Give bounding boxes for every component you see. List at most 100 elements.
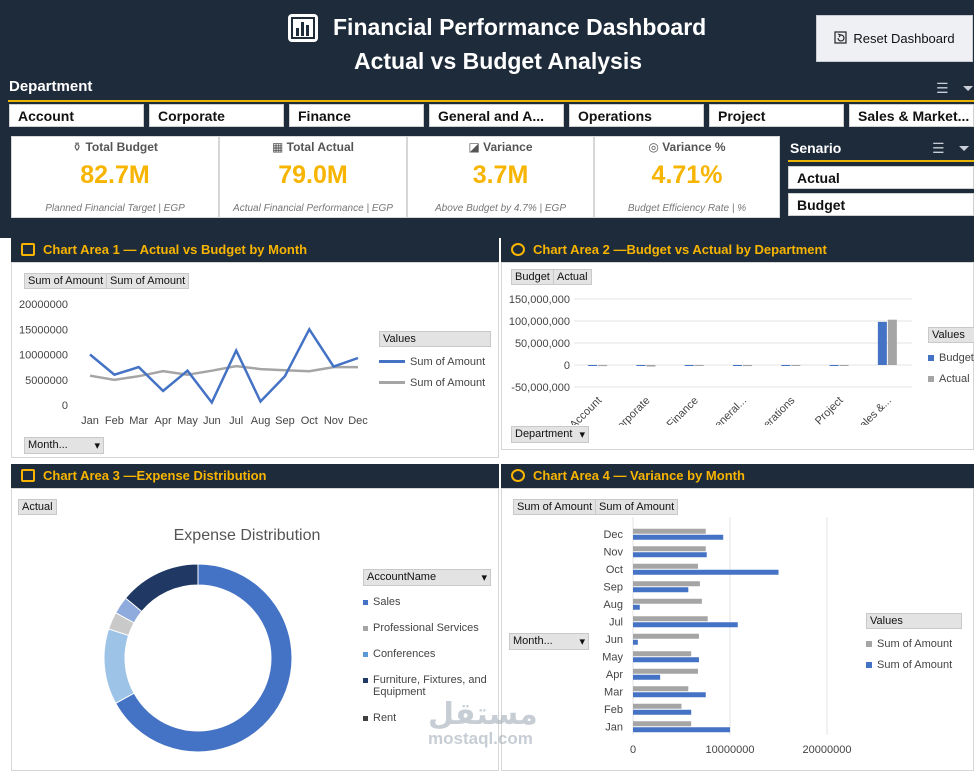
x-tick-label: Sales &... [852, 395, 894, 425]
kpi-total-actual: ▦ Total Actual 79.0M Actual Financial Pe… [219, 136, 407, 218]
reset-dashboard-label: Reset Dashboard [853, 31, 955, 46]
dept-item-project[interactable]: Project [709, 104, 844, 127]
legend-swatch [363, 600, 368, 605]
bar [633, 639, 638, 645]
field-button-sum[interactable]: Sum of Amount [595, 499, 679, 515]
clear-filter-icon[interactable]: ⏷ [962, 80, 974, 96]
account-filter-button[interactable]: AccountName ▾ [363, 569, 491, 586]
legend-label: Rent [373, 712, 397, 724]
month-filter-button[interactable]: Month... ▾ [509, 633, 589, 650]
multi-select-icon[interactable]: ☰ [932, 140, 945, 156]
chart-2-legend: Values Budget Actual [928, 327, 974, 385]
y-tick-label: May [602, 651, 623, 663]
bar [633, 686, 689, 692]
dropdown-arrow-icon: ▾ [481, 572, 487, 584]
y-tick-label: Oct [606, 564, 623, 576]
panel-1-header: Chart Area 1 — Actual vs Budget by Month [11, 238, 499, 262]
dropdown-arrow-icon: ▾ [579, 636, 585, 648]
legend-title: Values [866, 613, 962, 629]
bar [633, 604, 640, 610]
bar [694, 365, 704, 366]
bar [733, 365, 742, 366]
account-filter-label: AccountName [367, 571, 437, 583]
chart-title: Expense Distribution [174, 527, 321, 544]
legend-label: Sales [373, 596, 401, 608]
chart-3-legend: AccountName ▾ Sales Professional Services C… [363, 569, 491, 724]
reset-dashboard-button[interactable]: Reset Dashboard [816, 15, 973, 62]
legend-title: Values [928, 327, 974, 343]
bar [588, 365, 598, 366]
panel-4-header: Chart Area 4 — Variance by Month [501, 464, 974, 488]
month-filter-button[interactable]: Month... ▾ [24, 437, 104, 454]
smile-icon [511, 243, 525, 256]
legend-label: Budget [939, 352, 974, 364]
bar [633, 569, 779, 575]
variance-bar-chart: 0 10000000 20000000 Jan Feb Mar Apr May Jun Jul Au… [602, 517, 851, 756]
x-tick-label: Sep [275, 415, 295, 427]
legend-items: Sales Professional Services Conferences Fur… [363, 596, 491, 724]
legend-label: Professional Services [373, 622, 479, 634]
x-tick-label: Jan [81, 415, 99, 427]
y-tick-label: Nov [603, 546, 623, 558]
field-button-budget[interactable]: Budget [511, 269, 554, 285]
dept-item-operations[interactable]: Operations [569, 104, 704, 127]
field-button-sum[interactable]: Sum of Amount [24, 273, 108, 289]
series-line [89, 326, 359, 405]
field-button-actual[interactable]: Actual [18, 499, 57, 515]
department-filter-button[interactable]: Department ▾ [511, 426, 589, 443]
panel-3-header: Chart Area 3 —Expense Distribution [11, 464, 499, 488]
bar [633, 546, 706, 552]
bar [839, 365, 849, 366]
kpi-title: Total Budget [85, 140, 158, 154]
field-button-actual[interactable]: Actual [553, 269, 592, 285]
bar-chart-icon [288, 14, 318, 42]
x-tick-label: Apr [155, 415, 172, 427]
x-tick-label: Account [568, 395, 605, 425]
y-tick-label: Jun [605, 634, 623, 646]
kpi-subtitle: Actual Financial Performance | EGP [233, 203, 393, 214]
field-button-sum[interactable]: Sum of Amount [106, 273, 190, 289]
bar [633, 709, 692, 715]
dashboard-subtitle: Actual vs Budget Analysis [354, 48, 643, 74]
chart-4-legend: Values Sum of Amount Sum of Amount [866, 613, 962, 671]
bar [633, 651, 692, 657]
dept-item-sales[interactable]: Sales & Market... [849, 104, 974, 127]
legend-item: Sum of Amount [379, 356, 491, 368]
legend-label: Conferences [373, 648, 436, 660]
x-tick-label: Project [813, 395, 846, 425]
legend-item: Professional Services [363, 622, 491, 634]
field-button-sum[interactable]: Sum of Amount [513, 499, 597, 515]
x-tick-label: Finance [665, 395, 701, 425]
scenario-item-actual[interactable]: Actual [788, 166, 974, 189]
department-slicer-label: Department [9, 78, 93, 95]
reset-icon [834, 30, 848, 47]
panel-3-body: Actual Expense Distribution AccountName ▾… [11, 488, 499, 771]
bar [646, 365, 656, 367]
scenario-item-budget[interactable]: Budget [788, 193, 974, 216]
kpi-subtitle: Budget Efficiency Rate | % [627, 203, 747, 214]
dept-item-finance[interactable]: Finance [289, 104, 424, 127]
dept-item-general[interactable]: General and A... [429, 104, 564, 127]
x-tick-label: Corporate [609, 395, 652, 425]
legend-item: Sum of Amount [866, 638, 962, 650]
money-bag-icon: ⚱ [72, 140, 86, 154]
y-tick-label: 150,000,000 [509, 294, 570, 306]
legend-swatch [363, 678, 368, 683]
panel-2-header: Chart Area 2 —Budget vs Actual by Depart… [501, 238, 974, 262]
bar [633, 721, 692, 727]
kpi-subtitle: Above Budget by 4.7% | EGP [434, 203, 566, 214]
kpi-value: 82.7M [80, 161, 150, 189]
y-tick-label: Jul [609, 616, 623, 628]
bar [684, 365, 694, 366]
dept-item-account[interactable]: Account [9, 104, 144, 127]
chart-area-icon [21, 469, 35, 482]
kpi-variance-percent: ◎ Variance % 4.71% Budget Efficiency Rat… [594, 136, 780, 218]
line-chart: 0 5000000 10000000 15000000 20000000 Jan Feb Ma… [19, 299, 368, 427]
chart-icon: ◪ [468, 140, 484, 154]
x-tick-label: 10000000 [706, 744, 755, 756]
bar [633, 528, 706, 534]
multi-select-icon[interactable]: ☰ [936, 80, 949, 96]
dept-item-corporate[interactable]: Corporate [149, 104, 284, 127]
clear-filter-icon[interactable]: ⏷ [958, 140, 970, 156]
panel-1-title: Chart Area 1 — Actual vs Budget by Month [43, 242, 308, 257]
